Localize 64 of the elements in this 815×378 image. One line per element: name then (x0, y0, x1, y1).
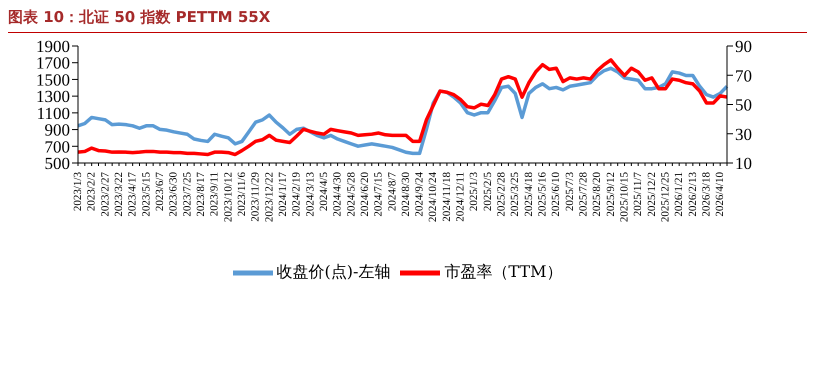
x-tick-label: 2024/8/7 (386, 172, 398, 212)
x-tick-label: 2026/1/21 (673, 172, 686, 217)
y-tick-label: 500 (44, 154, 70, 174)
x-tick-label: 2023/9/11 (208, 172, 221, 216)
x-tick-label: 2025/10/15 (618, 172, 631, 222)
x-tick-label: 2023/12/22 (263, 172, 276, 222)
y-tick-label: 1100 (36, 104, 70, 123)
x-tick-label: 2024/11/18 (440, 172, 453, 222)
x-tick-label: 2025/12/2 (646, 172, 658, 217)
x-tick-label: 2023/2/2 (86, 172, 98, 212)
x-tick-label: 2025/2/28 (496, 172, 508, 217)
x-tick-label: 2024/3/13 (304, 172, 316, 217)
x-tick-label: 2023/1/3 (72, 172, 84, 212)
x-tick-label: 2025/5/16 (536, 172, 549, 217)
x-tick-label: 2024/4/30 (332, 172, 344, 217)
y-tick-label: 1300 (36, 87, 70, 106)
x-tick-label: 2025/6/10 (550, 172, 562, 217)
x-tick-label: 2026/3/18 (700, 172, 713, 217)
x-tick-label: 2024/12/11 (454, 172, 467, 222)
legend-label: 市盈率（TTM） (444, 262, 562, 282)
x-tick-label: 2025/7/28 (578, 172, 590, 217)
x-tick-label: 2024/6/20 (358, 172, 371, 217)
y-tick-label: 1500 (36, 70, 70, 90)
y2-tick-label: 90 (735, 37, 752, 56)
x-tick-label: 2024/7/15 (372, 172, 385, 217)
x-tick-label: 2025/7/3 (564, 172, 576, 212)
y-tick-label: 900 (44, 120, 70, 140)
y2-tick-label: 10 (735, 154, 752, 174)
y-tick-label: 700 (44, 137, 70, 156)
x-tick-label: 2024/5/28 (345, 172, 358, 217)
x-tick-label: 2023/4/17 (126, 172, 139, 217)
x-tick-label: 2024/1/17 (276, 172, 289, 217)
x-tick-label: 2026/2/13 (686, 172, 699, 217)
x-tick-label: 2023/10/12 (222, 172, 234, 222)
x-tick-label: 2025/8/20 (591, 172, 604, 217)
x-tick-label: 2025/9/12 (604, 172, 617, 217)
x-tick-label: 2024/4/5 (318, 172, 330, 212)
x-tick-label: 2025/11/7 (632, 172, 644, 216)
y2-tick-label: 70 (735, 66, 752, 86)
x-tick-label: 2024/8/30 (400, 172, 412, 217)
x-tick-label: 2023/3/22 (112, 172, 125, 217)
x-tick-label: 2023/2/27 (99, 172, 112, 217)
x-tick-label: 2025/12/25 (660, 172, 672, 222)
x-tick-label: 2024/9/24 (414, 172, 426, 217)
y2-tick-label: 50 (735, 96, 752, 115)
x-tick-label: 2023/5/15 (140, 172, 152, 217)
x-tick-label: 2023/6/7 (154, 172, 166, 212)
x-tick-label: 2023/6/30 (168, 172, 180, 217)
y-tick-label: 1900 (36, 37, 70, 56)
x-tick-label: 2023/8/17 (194, 172, 207, 217)
y-tick-label: 1700 (36, 54, 70, 73)
x-tick-label: 2025/4/18 (522, 172, 535, 217)
x-tick-label: 2023/11/6 (236, 172, 248, 216)
x-tick-label: 2025/3/25 (509, 172, 522, 217)
x-tick-label: 2023/7/25 (181, 172, 194, 217)
x-tick-label: 2025/1/3 (468, 172, 480, 212)
x-tick-label: 2024/10/24 (427, 172, 440, 222)
x-tick-label: 2024/2/19 (290, 172, 303, 217)
x-tick-label: 2023/11/29 (250, 172, 262, 222)
x-tick-label: 2026/4/10 (714, 172, 726, 217)
legend-label: 收盘价(点)-左轴 (276, 262, 390, 282)
x-tick-label: 2025/2/5 (482, 172, 494, 212)
chart-title: 图表 10：北证 50 指数 PETTM 55X (8, 8, 270, 27)
y2-tick-label: 30 (735, 124, 752, 144)
